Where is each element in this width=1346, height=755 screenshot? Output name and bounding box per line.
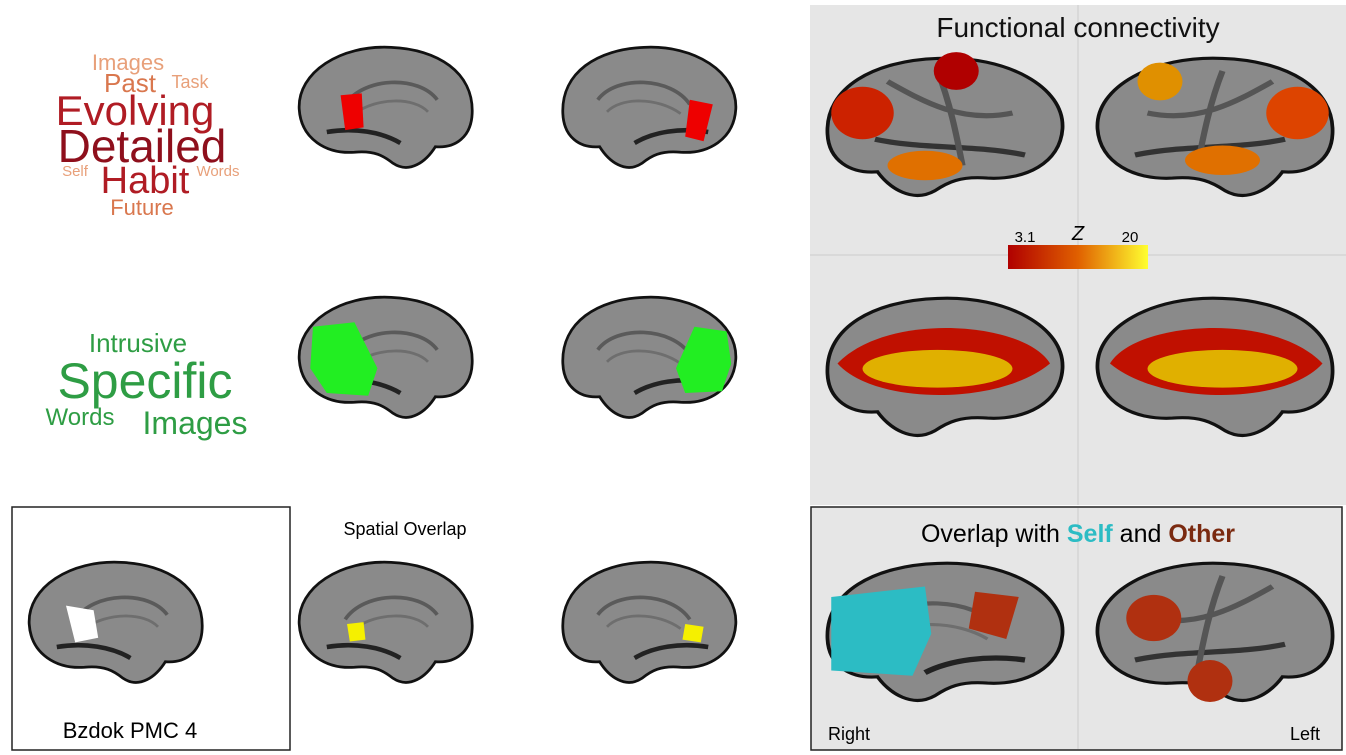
reference-label: Bzdok PMC 4 <box>63 718 198 743</box>
brain-lateral <box>825 296 1065 438</box>
brain-medial <box>27 560 204 684</box>
brain-medial <box>297 295 474 419</box>
word: Evolving <box>56 87 215 134</box>
word-cloud: Images Past Task Evolving Detailed Self … <box>56 50 240 220</box>
word: Specific <box>57 353 232 409</box>
word: Future <box>110 195 174 220</box>
brain-lateral <box>1095 56 1335 198</box>
word: Intrusive <box>89 328 187 358</box>
word: Habit <box>101 160 190 202</box>
brain-medial <box>297 45 474 169</box>
title-text: and <box>1120 520 1162 548</box>
colorbar-label: 20 <box>1122 229 1139 246</box>
hemisphere-label: Left <box>1290 724 1320 744</box>
other-label: Other <box>1168 520 1235 548</box>
brain-lateral <box>825 52 1065 198</box>
reference-box <box>11 506 291 751</box>
brain-lateral <box>1095 561 1335 703</box>
title-text: Overlap with <box>921 520 1060 548</box>
word: Self <box>62 163 89 180</box>
colorbar-label: 3.1 <box>1015 229 1036 246</box>
brain-medial <box>561 560 738 684</box>
hemisphere-label: Right <box>828 724 870 744</box>
word: Task <box>171 72 209 92</box>
word: Words <box>196 163 239 180</box>
brain-lateral <box>1095 296 1335 438</box>
overlap-title: Overlap with Self and Other <box>921 520 1235 548</box>
word: Images <box>143 405 248 441</box>
colorbar <box>1008 245 1148 269</box>
colorbar-title: Z <box>1071 223 1085 245</box>
brain-medial <box>561 45 738 169</box>
word: Words <box>46 404 115 431</box>
word: Images <box>92 50 164 75</box>
section-title: Spatial Overlap <box>343 519 466 539</box>
word: Past <box>104 68 157 98</box>
brain-medial <box>297 560 474 684</box>
brain-medial <box>825 561 1065 703</box>
word-cloud: Intrusive Specific Words Images <box>46 328 248 441</box>
self-label: Self <box>1067 520 1114 548</box>
brain-medial <box>561 295 738 419</box>
panel-title: Functional connectivity <box>936 12 1219 43</box>
word: Detailed <box>58 120 227 172</box>
